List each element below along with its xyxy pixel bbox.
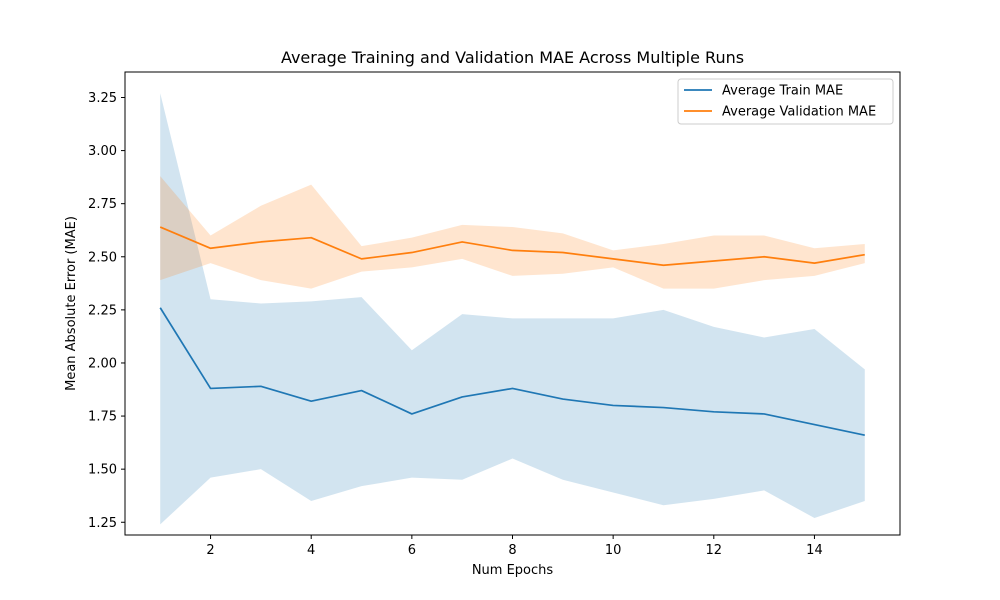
x-tick-label: 6 (408, 543, 416, 558)
x-tick-label: 8 (508, 543, 516, 558)
legend-label: Average Train MAE (722, 84, 843, 99)
band-series-2 (160, 176, 865, 289)
series-lines (159, 226, 865, 437)
y-tick-label: 1.50 (88, 463, 117, 478)
x-axis-ticks: 2 4 6 8 10 12 14 (206, 535, 823, 558)
y-tick-label: 2.50 (88, 250, 117, 265)
y-tick-label: 2.00 (88, 356, 117, 371)
legend-box (677, 78, 894, 125)
confidence-bands (160, 93, 865, 525)
x-tick-label: 14 (806, 543, 823, 558)
band-series-1 (160, 93, 865, 525)
y-axis-ticks: 1.25 1.50 1.75 2.00 2.25 2.50 2.75 3.00 3.25 (88, 91, 125, 531)
chart-title: Average Training and Validation MAE Acro… (281, 48, 744, 67)
x-tick-label: 10 (605, 543, 622, 558)
y-tick-label: 3.00 (88, 144, 117, 159)
x-tick-label: 4 (307, 543, 315, 558)
line-series-1 (159, 307, 865, 437)
line-series-2 (159, 226, 865, 267)
legend: Average Train MAE Average Validation MAE (677, 78, 894, 125)
y-axis-label: Mean Absolute Error (MAE) (64, 216, 79, 391)
x-tick-label: 12 (706, 543, 723, 558)
legend-label: Average Validation MAE (722, 105, 876, 120)
y-tick-label: 1.25 (88, 516, 117, 531)
y-tick-label: 2.75 (88, 197, 117, 212)
x-axis-label: Num Epochs (472, 563, 554, 578)
y-tick-label: 2.25 (88, 303, 117, 318)
y-tick-label: 3.25 (88, 91, 117, 106)
y-tick-label: 1.75 (88, 410, 117, 425)
x-tick-label: 2 (206, 543, 214, 558)
